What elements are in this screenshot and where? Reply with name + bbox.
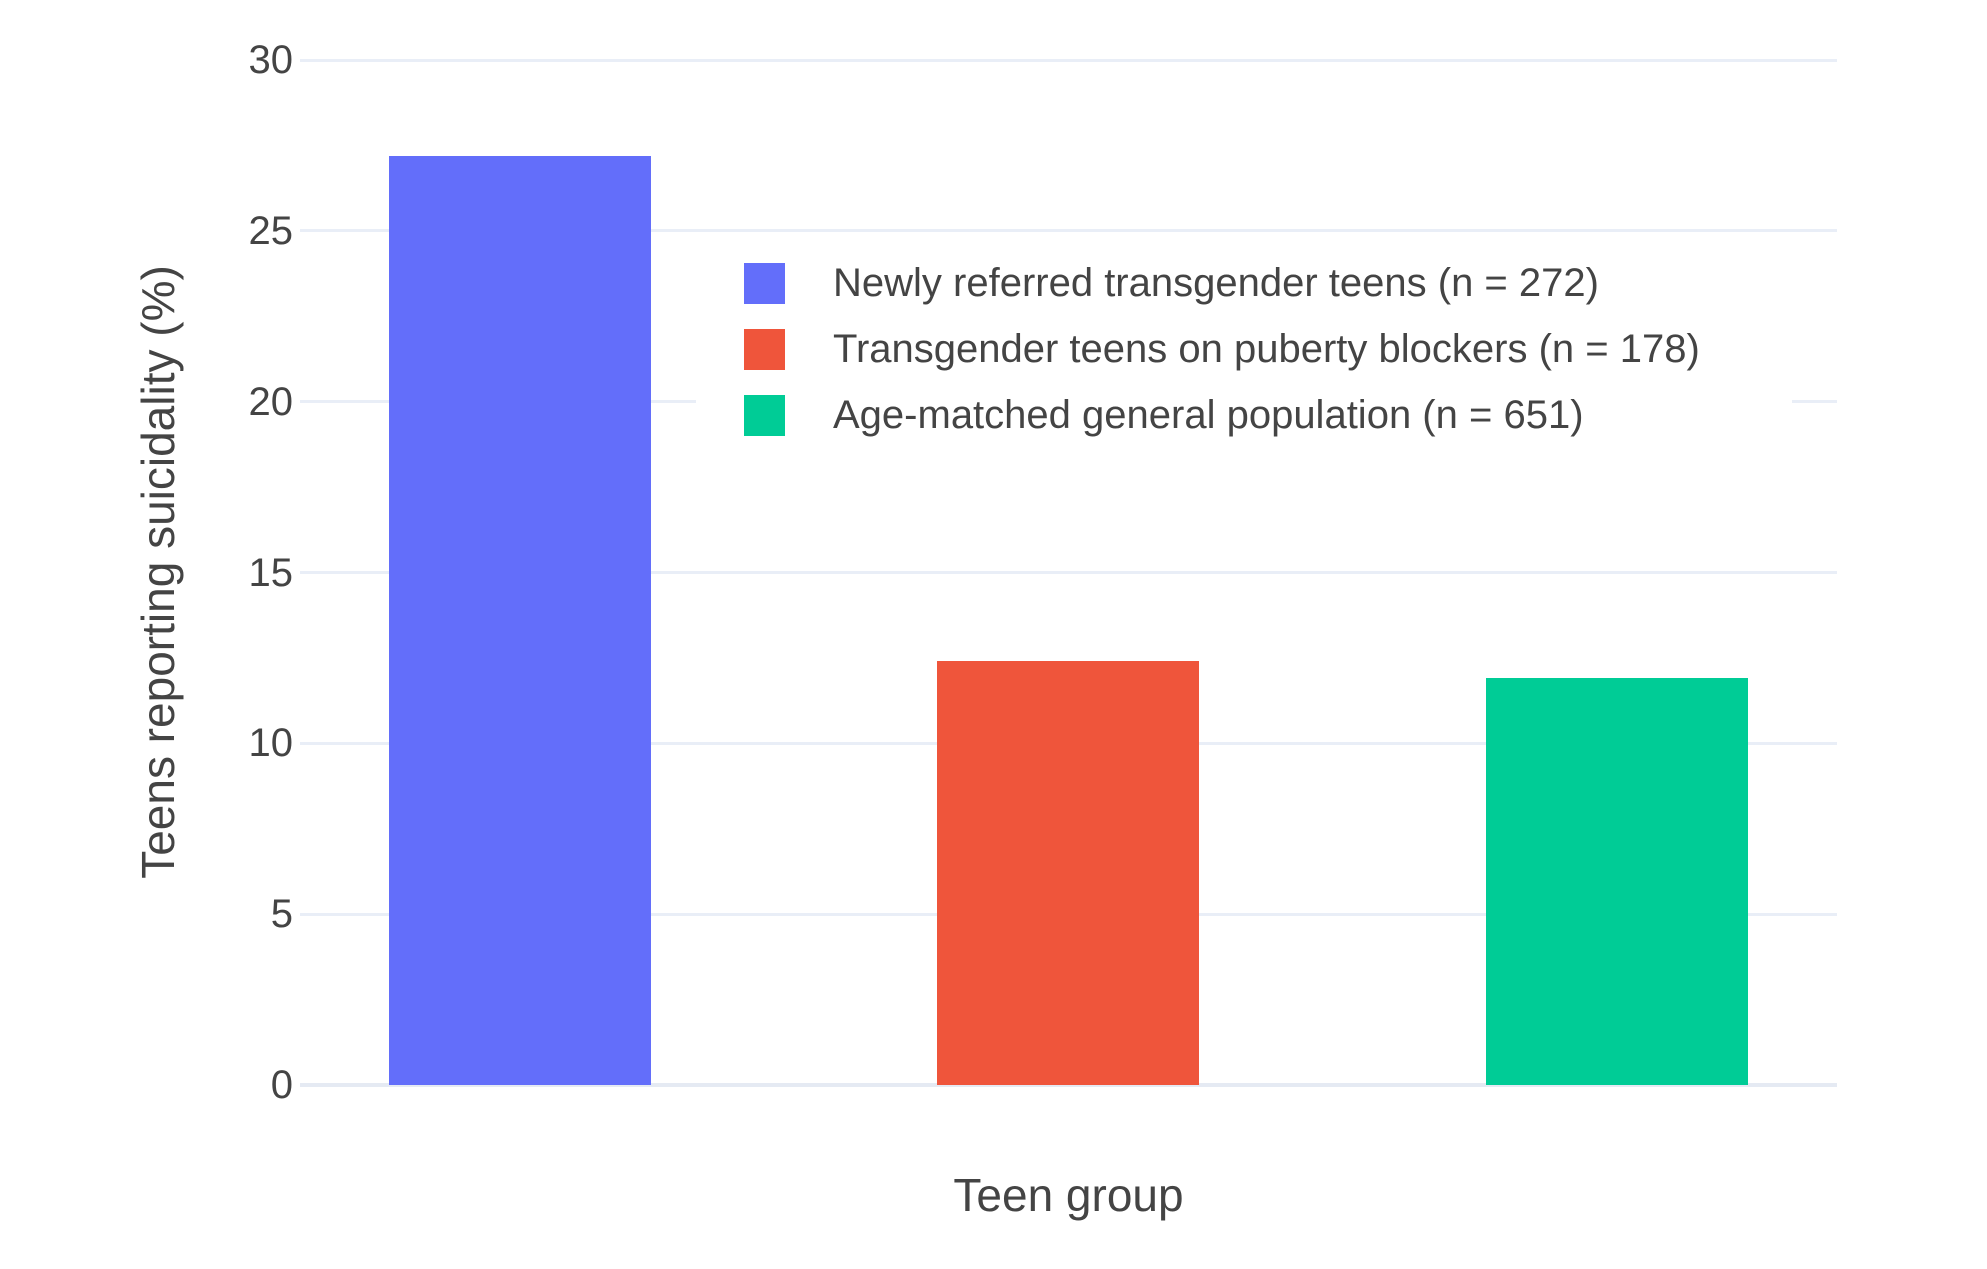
legend-item-label: Transgender teens on puberty blockers (n… [833, 326, 1700, 371]
y-tick-label-20: 20 [248, 379, 294, 424]
y-tick-label-5: 5 [270, 892, 293, 937]
y-axis-tick-labels: 0 5 10 15 20 25 30 [0, 38, 294, 1107]
legend-color-swatch-icon [744, 394, 785, 436]
y-tick-label-30: 30 [248, 38, 294, 82]
y-tick-label-15: 15 [248, 550, 294, 595]
gridline-y-25 [300, 229, 1837, 233]
legend-color-swatch-icon [744, 262, 785, 304]
bar-age-matched-general-population-n-651[interactable] [1486, 678, 1748, 1085]
gridline-y-15 [300, 571, 1837, 574]
legend: Newly referred transgender teens (n = 27… [696, 238, 1792, 460]
y-tick-label-10: 10 [248, 721, 294, 766]
gridline-y-30 [300, 58, 1837, 62]
y-tick-label-25: 25 [248, 208, 294, 253]
legend-color-swatch-icon [744, 328, 785, 370]
bar-transgender-teens-on-puberty-blockers-n-[interactable] [937, 661, 1199, 1085]
x-axis-title: Teen group [953, 1169, 1184, 1221]
legend-item-age-matched-general-population-n-651[interactable]: Age-matched general population (n = 651) [696, 382, 1792, 448]
legend-item-newly-referred-transgender-teens-n-272[interactable]: Newly referred transgender teens (n = 27… [696, 250, 1792, 316]
x-axis-zero-line [300, 1083, 1837, 1087]
y-tick-label-0: 0 [270, 1063, 293, 1107]
legend-item-label: Age-matched general population (n = 651) [833, 392, 1584, 437]
legend-item-transgender-teens-on-puberty-blockers-n-[interactable]: Transgender teens on puberty blockers (n… [696, 316, 1792, 382]
legend-item-label: Newly referred transgender teens (n = 27… [833, 260, 1599, 305]
plot-area [300, 58, 1837, 1087]
bar-newly-referred-transgender-teens-n-272[interactable] [389, 155, 651, 1085]
